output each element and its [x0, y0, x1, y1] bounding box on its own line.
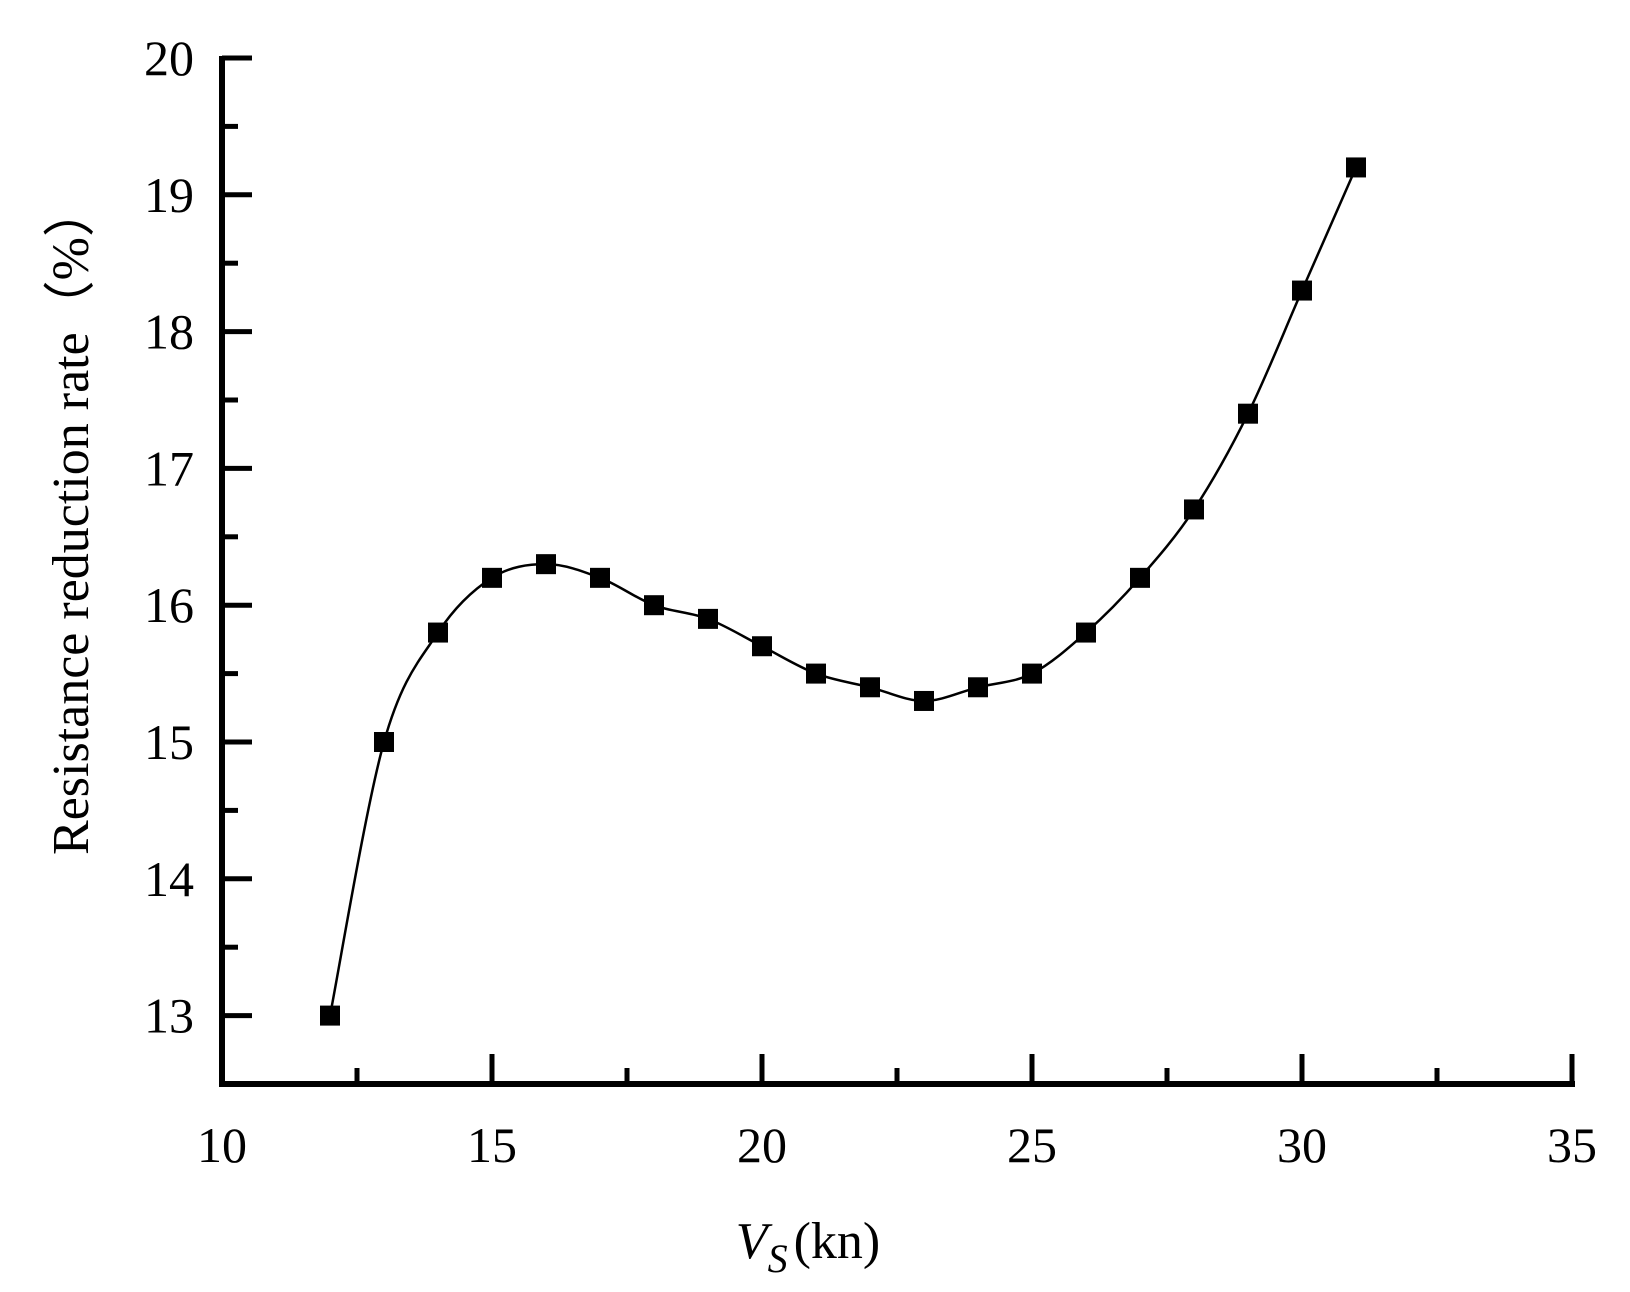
axes: [219, 56, 1575, 1087]
data-point: [1130, 567, 1150, 588]
y-tick-label: 17: [144, 440, 194, 496]
data-point: [1346, 157, 1366, 178]
data-point: [536, 554, 556, 575]
series-line-group: [328, 166, 1358, 1016]
data-point: [1238, 403, 1258, 424]
data-point: [590, 567, 610, 588]
series-line: [328, 166, 1358, 1016]
x-tick-label: 10: [197, 1117, 247, 1173]
data-point: [1184, 499, 1204, 520]
data-point: [698, 608, 718, 629]
data-point: [644, 595, 664, 616]
data-point: [320, 1005, 340, 1026]
data-point: [1292, 280, 1312, 301]
y-tick-label: 20: [144, 30, 194, 86]
x-tick-label: 25: [1007, 1117, 1057, 1173]
data-point: [914, 690, 934, 711]
data-point: [860, 677, 880, 698]
x-tick-label: 35: [1547, 1117, 1597, 1173]
x-tick-label: 15: [467, 1117, 517, 1173]
y-tick-label: 19: [144, 167, 194, 223]
x-axis-ticks: 10 15 20 25 30 35: [197, 1054, 1597, 1173]
y-tick-label: 16: [144, 577, 194, 633]
x-axis-title: VS (kn): [736, 1213, 880, 1281]
data-point: [428, 622, 448, 643]
y-tick-label: 15: [144, 714, 194, 770]
data-points: [320, 157, 1366, 1026]
y-tick-label: 13: [144, 988, 194, 1044]
data-point: [752, 636, 772, 657]
y-tick-label: 14: [144, 851, 194, 907]
data-point: [1022, 663, 1042, 684]
y-tick-label: 18: [144, 304, 194, 360]
x-tick-label: 20: [737, 1117, 787, 1173]
data-point: [1076, 622, 1096, 643]
y-axis-ticks: 13 14 15 16 17 18 19 20: [144, 30, 252, 1087]
data-point: [968, 677, 988, 698]
x-tick-label: 30: [1277, 1117, 1327, 1173]
data-point: [482, 567, 502, 588]
data-point: [374, 732, 394, 752]
data-point: [806, 663, 826, 684]
y-axis-title: Resistance reduction rate（%）: [43, 185, 100, 855]
